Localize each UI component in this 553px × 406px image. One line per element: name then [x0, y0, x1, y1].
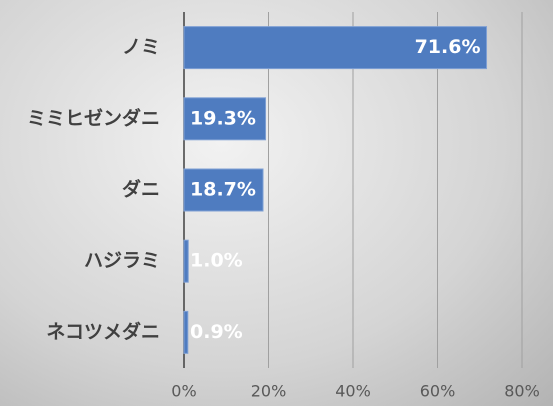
- x-tick-label: 20%: [251, 382, 287, 401]
- x-tick-label: 40%: [335, 382, 371, 401]
- x-tick-label: 0%: [171, 382, 196, 401]
- category-label: ミミヒゼンダニ: [27, 106, 160, 129]
- value-label: 19.3%: [190, 107, 256, 129]
- bar: [183, 168, 264, 212]
- category-label: ダニ: [122, 178, 160, 201]
- value-label: 71.6%: [415, 36, 481, 58]
- bar: [183, 310, 189, 354]
- value-label: 0.9%: [190, 321, 243, 343]
- x-tick-label: 80%: [504, 382, 540, 401]
- category-label: ノミ: [122, 36, 160, 58]
- category-label: ハジラミ: [84, 250, 160, 272]
- value-label: 1.0%: [190, 250, 243, 272]
- category-label: ネコツメダニ: [46, 320, 160, 343]
- bar: [183, 97, 267, 141]
- value-label: 18.7%: [190, 179, 256, 201]
- bar: [183, 26, 488, 70]
- x-tick-label: 60%: [420, 382, 456, 401]
- bar: [183, 239, 189, 283]
